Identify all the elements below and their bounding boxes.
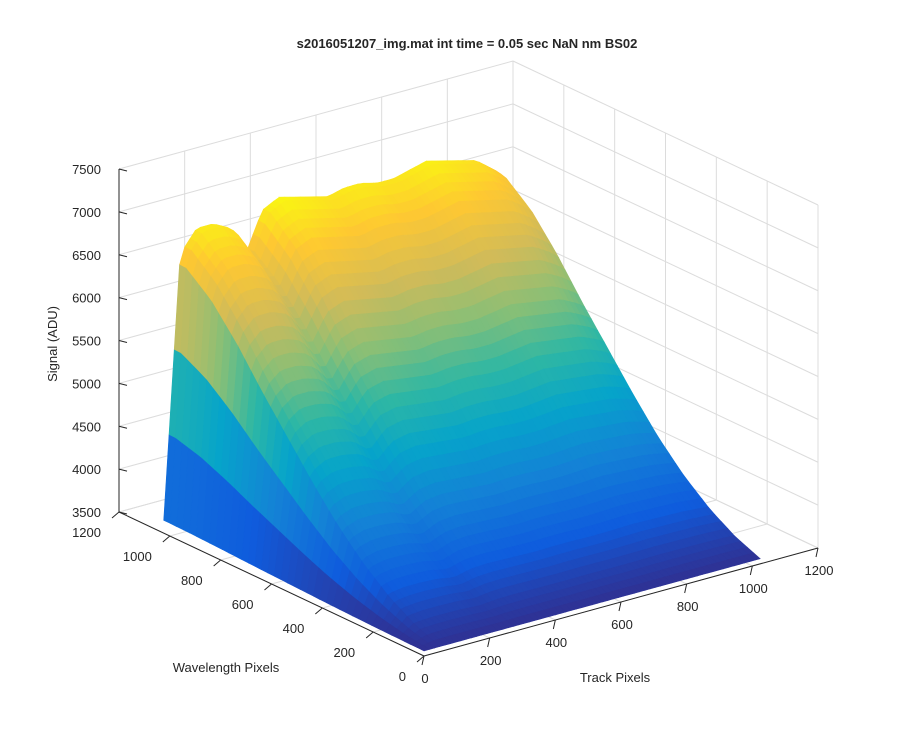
x-tick	[618, 601, 622, 612]
z-tick-label: 6500	[72, 248, 101, 263]
x-tick-label: 0	[421, 671, 428, 686]
grid-line	[512, 189, 819, 335]
z-tick-label: 4500	[72, 419, 101, 434]
z-tick-label: 6000	[72, 291, 101, 306]
surface-patch	[416, 645, 431, 652]
z-tick	[118, 211, 128, 215]
z-tick	[118, 382, 128, 386]
z-tick	[118, 425, 128, 429]
x-tick	[815, 547, 819, 558]
z-tick-label: 5000	[72, 376, 101, 391]
z-tick-label: 7500	[72, 162, 101, 177]
grid-line	[512, 232, 819, 377]
x-tick-label: 600	[611, 617, 633, 632]
y-tick-label: 200	[333, 645, 355, 660]
x-tick	[552, 619, 556, 630]
z-tick-label: 3500	[72, 505, 101, 520]
y-tick	[162, 535, 171, 543]
x-tick	[684, 583, 688, 594]
chart-title: s2016051207_img.mat int time = 0.05 sec …	[297, 36, 638, 51]
z-tick-label: 4000	[72, 462, 101, 477]
y-tick-label: 1200	[72, 525, 101, 540]
grid-line	[118, 103, 514, 213]
z-tick	[118, 468, 128, 472]
z-tick	[118, 511, 128, 515]
y-tick	[213, 559, 221, 567]
axis-layer: 0 200 400 600 800 1000 1200 0 200 400 600 800 1000 12…	[72, 162, 833, 686]
z-tick-label: 7000	[72, 205, 101, 220]
y-axis-label: Wavelength Pixels	[173, 660, 280, 675]
x-axis-label: Track Pixels	[580, 670, 651, 685]
y-tick	[264, 583, 272, 591]
y-tick	[365, 631, 374, 639]
x-tick-label: 1000	[739, 581, 768, 596]
y-tick-label: 800	[181, 573, 203, 588]
x-tick-label: 400	[545, 635, 567, 650]
y-tick	[416, 655, 425, 663]
y-tick-label: 0	[399, 669, 406, 684]
x-tick	[487, 637, 491, 648]
y-tick	[111, 511, 120, 519]
x-tick	[749, 565, 753, 576]
z-tick	[118, 168, 128, 172]
z-axis-label: Signal (ADU)	[45, 306, 60, 382]
z-tick-label: 5500	[72, 334, 101, 349]
grid-line	[512, 146, 819, 292]
z-tick	[118, 340, 128, 343]
y-tick-label: 1000	[123, 549, 152, 564]
z-tick	[118, 297, 128, 301]
grid-line	[118, 60, 514, 170]
surface-layer	[163, 160, 761, 652]
x-tick-label: 1200	[805, 563, 834, 578]
grid-line	[512, 60, 819, 206]
z-tick	[118, 254, 128, 258]
y-tick-label: 400	[283, 621, 305, 636]
x-tick-label: 800	[677, 599, 699, 614]
y-tick	[315, 607, 323, 615]
x-tick	[421, 655, 425, 666]
grid-line	[512, 103, 819, 249]
x-tick-label: 200	[480, 653, 502, 668]
y-tick-label: 600	[232, 597, 254, 612]
